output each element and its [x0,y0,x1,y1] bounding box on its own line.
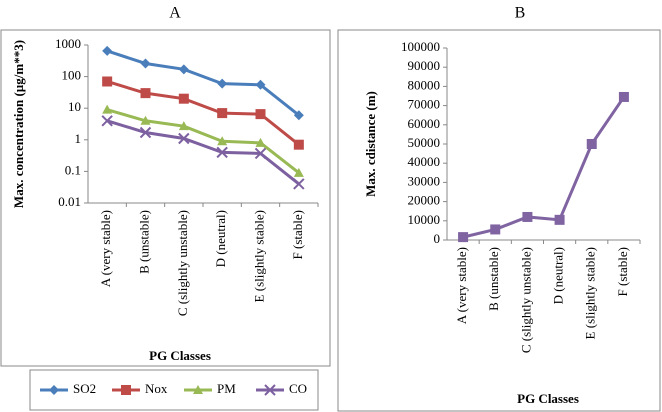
series-line [106,49,300,117]
x-tick-label: D (neutral) [213,210,228,267]
x-tick-label: C (slightly unstable) [175,210,190,316]
marker [255,79,266,90]
marker [554,214,565,225]
marker [178,64,189,75]
marker [140,88,151,99]
marker [139,126,152,139]
y-tick-label: 100000 [401,39,440,54]
x-tick-label: B (unstable) [486,247,501,311]
marker [216,146,228,159]
marker [140,58,151,69]
y-tick-label: 90000 [408,58,441,73]
marker [178,121,189,131]
marker [522,211,533,222]
marker [102,45,113,56]
marker [293,110,304,121]
marker [102,104,113,114]
x-tick-label: E (slightly stable) [583,247,598,339]
x-tick-label: A (very stable) [454,247,469,324]
marker [293,139,304,150]
y-tick-label: 70000 [408,97,441,112]
x-axis-label: PG Classes [517,391,579,406]
marker [49,385,59,395]
y-tick-label: 0 [434,231,441,246]
marker [293,178,305,190]
marker [264,384,276,396]
marker [586,139,597,149]
marker [178,93,189,104]
marker [217,136,228,146]
series-line [106,119,300,186]
y-tick-label: 80000 [408,77,441,92]
series-line [462,96,626,239]
legend-label: PM [217,381,236,396]
marker [490,224,501,235]
legend-label: CO [289,381,307,396]
panel-a-border [0,29,331,367]
marker [217,108,228,119]
x-axis-label: PG Classes [149,348,211,363]
y-axis-label: Max. cdistance (m) [363,91,378,197]
marker [217,78,228,89]
x-tick-label: B (unstable) [136,210,151,274]
y-tick-label: 1000 [55,36,81,51]
marker [618,91,629,102]
marker [101,115,113,127]
y-tick-label: 0.01 [58,194,81,209]
x-tick-label: F (stable) [290,210,305,259]
series-line [106,80,300,146]
marker [121,385,131,395]
y-tick-label: 60000 [408,116,441,131]
x-tick-label: E (slightly stable) [251,210,266,302]
legend-label: SO2 [73,381,96,396]
y-tick-label: 10000 [408,212,441,227]
series-line [106,108,300,175]
y-axis-label: Max. concentration (µg/m**3) [11,40,26,208]
marker [178,132,190,145]
y-tick-label: 0.1 [65,162,81,177]
x-tick-label: A (very stable) [98,210,113,287]
marker [140,115,151,125]
y-tick-label: 1 [75,131,82,146]
marker [255,109,266,120]
y-tick-label: 30000 [408,173,441,188]
x-tick-label: C (slightly unstable) [518,247,533,353]
marker [293,167,304,177]
marker [102,76,113,87]
chart-title: B [515,5,526,22]
y-tick-label: 50000 [408,135,441,150]
legend-label: Nox [145,381,168,396]
y-tick-label: 10 [68,99,81,114]
marker [458,232,469,243]
x-tick-label: F (stable) [615,247,630,296]
panel-b-border [337,29,661,412]
y-tick-label: 40000 [408,154,441,169]
y-tick-label: 20000 [408,193,441,208]
chart-title: A [169,5,181,22]
x-tick-label: D (neutral) [551,247,566,304]
marker [193,385,203,394]
marker [255,137,266,147]
marker [254,147,267,160]
legend-border [29,369,319,411]
y-tick-label: 100 [62,68,82,83]
